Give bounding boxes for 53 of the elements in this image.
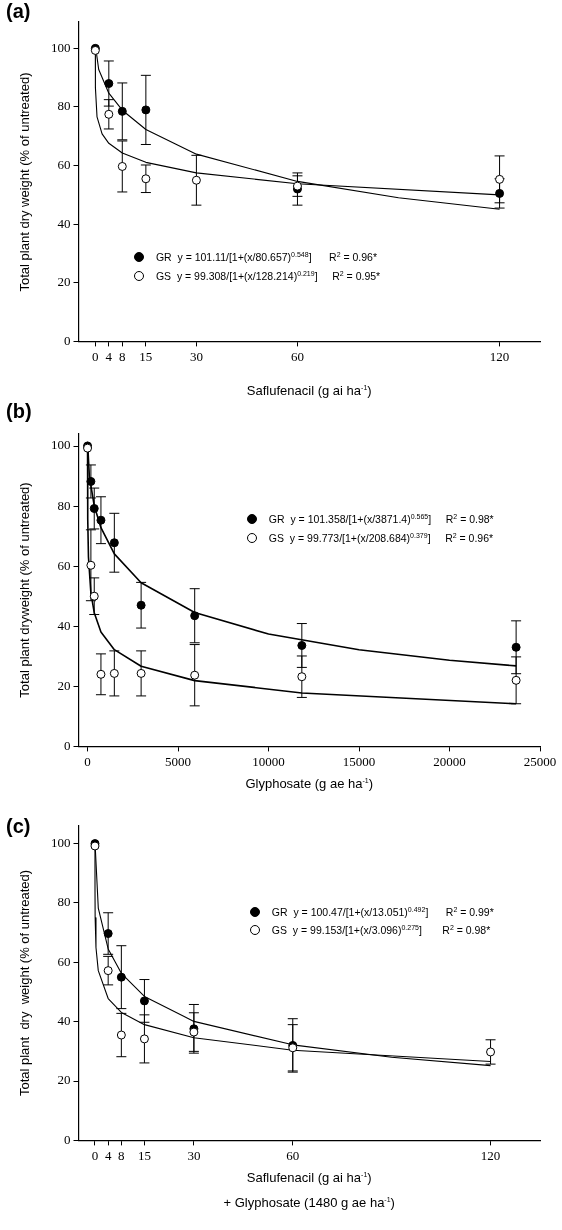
y-axis-title: Total plant dry weight (% of untreated) [16,72,32,292]
x-tick-label: 0 [91,1147,99,1163]
x-tick-label: 20000 [433,753,466,769]
x-axis-title: Saflufenacil (g ai ha$^{-1}$) [245,382,373,401]
y-tick-label: 20 [57,677,71,693]
x-tick-label: 4 [105,348,113,364]
y-axis-title: Total plant dry weight (% of untreated) [16,870,32,1097]
y-tick-label: 0 [64,1131,71,1147]
x-tick-label: 15000 [342,753,376,769]
legend-label: GS y = 99.153/[1+(x/3.096)$^{0.275}$] R$^{2}$ = 0.98* [271,923,491,937]
y-tick-label: 100 [51,835,71,851]
y-tick-label: 0 [64,737,71,753]
x-tick-label: 0 [84,753,91,769]
y-tick-label: 80 [57,894,71,910]
y-tick-label: 40 [57,215,71,231]
y-tick-label: 60 [57,953,71,969]
x-tick-label: 15 [139,348,153,364]
x-tick-label: 60 [290,348,304,364]
y-tick-label: 60 [57,157,71,173]
x-axis-title: Glyphosate (g ae ha$^{-1}$) [244,775,375,794]
legend-label: GS y = 99.773/[1+(x/208.684)$^{0.379}$] R$^{2}$ = 0.96* [268,531,494,544]
y-axis-title: Total plant dryweight (% of untreated) [16,482,32,698]
x-tick-label: 120 [489,348,510,364]
y-tick-label: 100 [51,39,71,55]
y-tick-label: 20 [57,1072,71,1088]
x-tick-label: 120 [480,1147,501,1163]
x-tick-label: 25000 [523,753,557,769]
x-tick-label: 30 [187,1147,201,1163]
y-tick-label: 40 [57,617,71,633]
y-tick-label: 60 [57,557,71,573]
x-tick-label: 15 [137,1147,151,1163]
x-tick-label: 5000 [165,753,192,769]
chart-title: (a) [6,0,31,23]
x-tick-label: 4 [104,1147,112,1163]
legend-label: GR y = 101.11/[1+(x/80.657)$^{0.548}$] R$^{2}$ = 0.96* [155,250,378,264]
x-tick-label: 10000 [252,753,285,769]
x-tick-label: 30 [189,348,203,364]
chart-title: (c) [6,815,31,838]
x-tick-label: 60 [286,1147,300,1163]
y-tick-label: 0 [64,332,71,348]
y-tick-label: 20 [57,274,71,290]
x-tick-label: 8 [119,348,126,364]
legend-label: GS y = 99.308/[1+(x/128.214)$^{0.219}$] R$^{2}$ = 0.95* [155,269,381,282]
y-tick-label: 100 [51,437,71,453]
y-tick-label: 80 [57,497,71,513]
chart-title: (b) [6,400,32,423]
y-tick-label: 80 [57,98,71,114]
x-axis-title: Saflufenacil (g ai ha$^{-1}$) + Glyphosate (1480 g ae ha$^{-1}$) [222,1169,396,1213]
x-tick-label: 8 [118,1147,125,1163]
legend-label: GR y = 100.47/[1+(x/13.051)$^{0.492}$] R$^{2}$ = 0.99* [271,905,494,918]
y-tick-label: 40 [57,1013,71,1029]
x-tick-label: 0 [92,348,99,364]
legend-label: GR y = 101.358/[1+(x/3871.4)$^{0.565}$] R$^{2}$ = 0.98* [268,512,494,526]
